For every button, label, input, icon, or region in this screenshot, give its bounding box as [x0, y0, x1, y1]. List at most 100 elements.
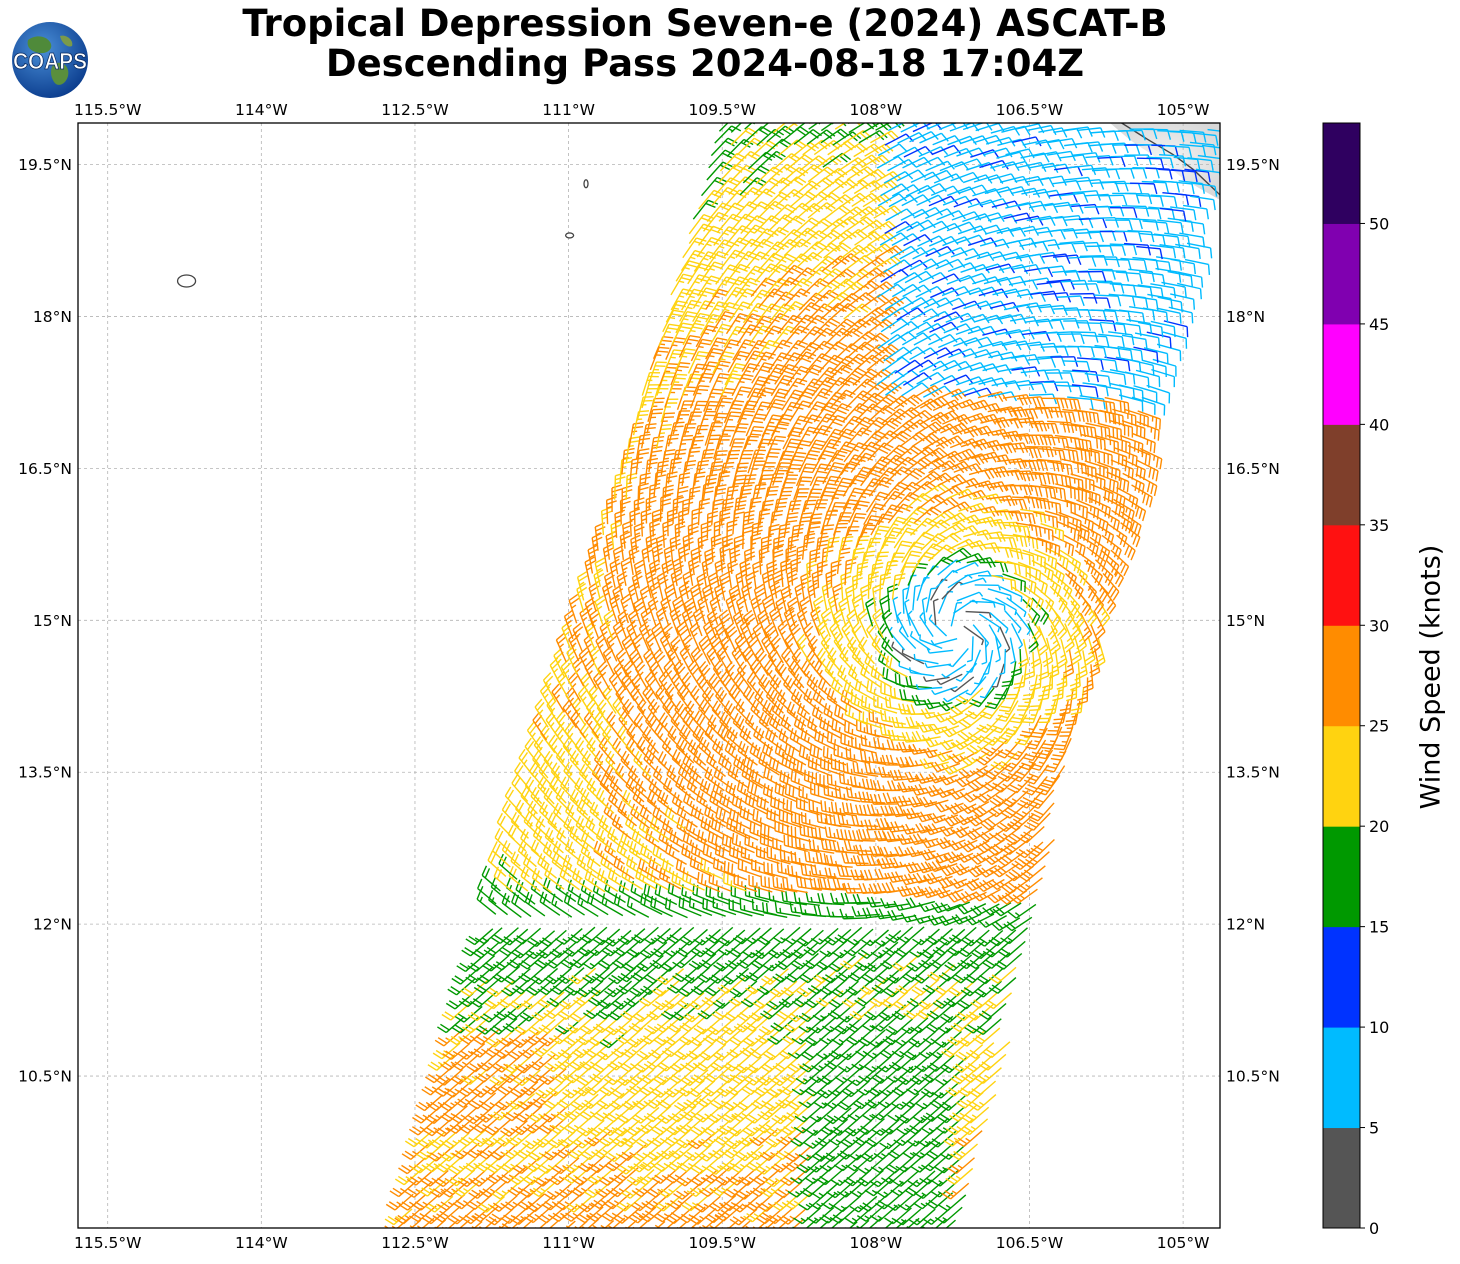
- wind-barb-feather: [717, 1212, 728, 1219]
- wind-barb-half-feather: [864, 1167, 870, 1172]
- wind-barb-staff: [950, 1182, 970, 1200]
- wind-barb-half-feather: [770, 1188, 776, 1193]
- wind-barb-half-feather: [642, 1188, 648, 1192]
- wind-barb-half-feather: [472, 1214, 478, 1219]
- wind-barb-feather: [725, 1188, 736, 1196]
- wind-barb-feather: [870, 1166, 881, 1174]
- wind-barb-feather: [521, 1188, 532, 1196]
- wind-barb-feather: [664, 1217, 675, 1225]
- wind-barb-feather: [508, 1178, 519, 1185]
- wind-barb-feather: [398, 1203, 409, 1211]
- wind-barb-feather: [641, 1229, 650, 1235]
- wind-barb-feather: [604, 1164, 614, 1172]
- wind-barb-feather: [492, 1202, 503, 1210]
- wind-barb: [749, 1180, 778, 1197]
- wind-barb-feather: [567, 1203, 578, 1211]
- wind-barb: [385, 1193, 414, 1211]
- wind-barb-half-feather: [893, 1204, 899, 1209]
- wind-barb-feather: [732, 1216, 743, 1223]
- wind-barb-feather: [761, 1212, 772, 1219]
- title-line-2: Descending Pass 2024-08-18 17:04Z: [325, 42, 1085, 85]
- wind-barb-feather: [638, 1232, 647, 1238]
- wind-barb-feather: [608, 1190, 618, 1198]
- wind-barb-half-feather: [657, 1188, 663, 1193]
- wind-barb: [533, 1169, 562, 1187]
- wind-barb-feather: [832, 1214, 843, 1222]
- wind-barb-feather: [928, 1199, 938, 1207]
- wind-barb: [714, 1204, 743, 1222]
- wind-barb-feather: [581, 1203, 591, 1210]
- wind-barb: [565, 1220, 588, 1228]
- wind-barb-feather: [464, 1214, 475, 1222]
- wind-barb-staff: [927, 1167, 947, 1185]
- wind-barb-half-feather: [902, 1165, 909, 1170]
- wind-barb-half-feather: [457, 1177, 463, 1182]
- wind-barb-feather: [562, 1166, 573, 1174]
- wind-barb-feather: [384, 1218, 395, 1226]
- wind-barb-half-feather: [852, 1164, 858, 1169]
- wind-barb-feather: [830, 1232, 839, 1238]
- wind-barb: [844, 1219, 870, 1228]
- wind-barb-half-feather: [772, 1226, 777, 1228]
- wind-barb-feather: [666, 1164, 676, 1172]
- wind-barb-feather: [426, 1162, 436, 1170]
- wind-barb-feather: [930, 1179, 941, 1187]
- wind-barb-feather: [517, 1203, 527, 1211]
- wind-barb: [760, 1180, 788, 1198]
- wind-barb-half-feather: [926, 1178, 932, 1182]
- wind-barb-feather: [645, 1200, 655, 1208]
- wind-barb-feather: [720, 1204, 730, 1212]
- wind-barb: [856, 1157, 885, 1175]
- wind-barb-feather: [904, 1229, 913, 1235]
- wind-barb-feather: [649, 1231, 658, 1237]
- wind-barb-feather: [543, 1193, 554, 1201]
- wind-barb-feather: [657, 1191, 668, 1198]
- wind-barb-feather: [843, 1179, 853, 1187]
- wind-barb-half-feather: [618, 1188, 624, 1193]
- wind-barb-feather: [574, 1176, 585, 1184]
- wind-barb-feather: [394, 1217, 404, 1225]
- wind-barb-feather: [588, 1166, 598, 1174]
- wind-barb-half-feather: [547, 1164, 553, 1169]
- wind-barb-staff: [403, 1207, 423, 1225]
- wind-barb: [517, 1193, 545, 1211]
- wind-barb-half-feather: [897, 1189, 903, 1194]
- wind-barb-half-feather: [798, 897, 801, 903]
- wind-barb-feather: [763, 1229, 772, 1235]
- wind-barb: [630, 1155, 659, 1173]
- wind-barb-feather: [816, 1178, 826, 1186]
- wind-barb-feather: [758, 1214, 769, 1222]
- wind-barb-feather: [804, 1177, 815, 1184]
- wind-barb-half-feather: [921, 1192, 927, 1197]
- wind-barb-half-feather: [813, 1217, 820, 1222]
- wind-barb-feather: [593, 1199, 603, 1207]
- wind-barb: [735, 1182, 764, 1200]
- wind-barb-feather: [450, 1215, 461, 1222]
- wind-barb-feather: [591, 1163, 601, 1171]
- wind-barb-feather: [578, 1205, 588, 1213]
- wind-barb-staff: [560, 1157, 580, 1175]
- wind-barb: [617, 1157, 645, 1175]
- wind-barb-half-feather: [887, 1230, 891, 1233]
- wind-barb-feather: [679, 1177, 689, 1184]
- wind-barb: [816, 1168, 845, 1186]
- wind-barb-feather: [844, 1217, 854, 1225]
- wind-barb-feather: [540, 1164, 550, 1172]
- wind-barb: [904, 1179, 933, 1197]
- wind-barb-feather: [856, 1179, 866, 1187]
- wind-barb: [590, 1192, 619, 1210]
- wind-barb-staff: [500, 1219, 511, 1228]
- wind-barb-feather: [907, 1186, 917, 1194]
- wind-barb-half-feather: [581, 1226, 586, 1228]
- wind-barb-feather: [506, 1230, 515, 1236]
- wind-barb-feather: [833, 1164, 844, 1172]
- wind-barb-half-feather: [805, 1203, 811, 1208]
- wind-barb: [654, 1194, 683, 1212]
- wind-barb-feather: [458, 1229, 467, 1235]
- wind-barb-feather: [641, 1212, 652, 1220]
- wind-barb-half-feather: [594, 1188, 600, 1193]
- wind-barb-half-feather: [811, 1177, 818, 1182]
- wind-barb-feather: [660, 1232, 669, 1238]
- wind-barb-feather: [604, 1212, 614, 1220]
- wind-barb-feather: [681, 1204, 692, 1212]
